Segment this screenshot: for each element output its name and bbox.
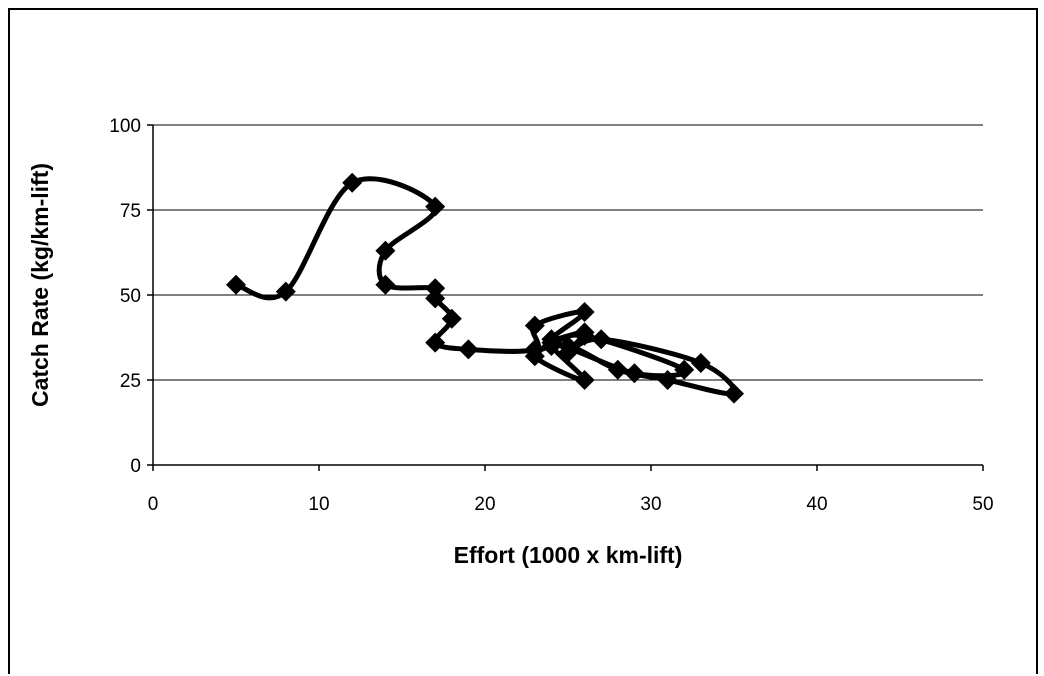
data-point-21 [607,359,628,380]
x-axis-title: Effort (1000 x km-lift) [454,542,683,568]
y-tick-label: 0 [130,456,141,477]
data-point-9 [425,332,446,353]
data-point-20 [657,370,678,390]
data-point-13 [574,302,595,322]
x-tick-label: 50 [972,494,993,515]
chart-frame [8,8,1038,674]
x-tick-label: 10 [308,494,329,515]
y-tick-label: 75 [120,201,141,222]
data-point-0 [226,274,246,295]
data-point-12 [524,315,545,336]
data-point-22 [558,336,578,356]
x-tick-label: 30 [640,494,661,515]
data-point-28 [574,325,595,346]
y-tick-label: 25 [120,371,141,392]
series-line [233,176,738,397]
x-tick-label: 0 [148,494,159,515]
data-point-7 [425,288,446,309]
x-tick-label: 20 [474,494,495,515]
data-point-6 [425,278,446,299]
y-axis-title: Catch Rate (kg/km-lift) [27,163,53,407]
data-point-27 [674,359,695,380]
data-point-26 [624,363,645,384]
data-point-19 [724,383,744,404]
tick-labels: 0 25 50 75 100 0 10 20 30 40 50 [109,116,993,515]
data-markers [226,172,744,404]
data-point-5 [375,274,396,295]
data-point-8 [441,308,462,329]
data-point-1 [275,281,296,302]
data-point-10 [458,339,479,360]
data-point-24 [574,370,595,390]
y-tick-label: 50 [120,286,141,307]
data-point-4 [375,240,396,261]
data-point-3 [425,196,446,217]
data-point-2 [342,172,363,193]
y-tick-label: 100 [109,116,141,137]
x-tick-label: 40 [806,494,827,515]
data-point-23 [524,346,545,367]
data-point-29 [541,336,562,356]
tick-marks [147,124,984,471]
data-point-17 [591,329,612,350]
data-point-18 [690,353,711,373]
